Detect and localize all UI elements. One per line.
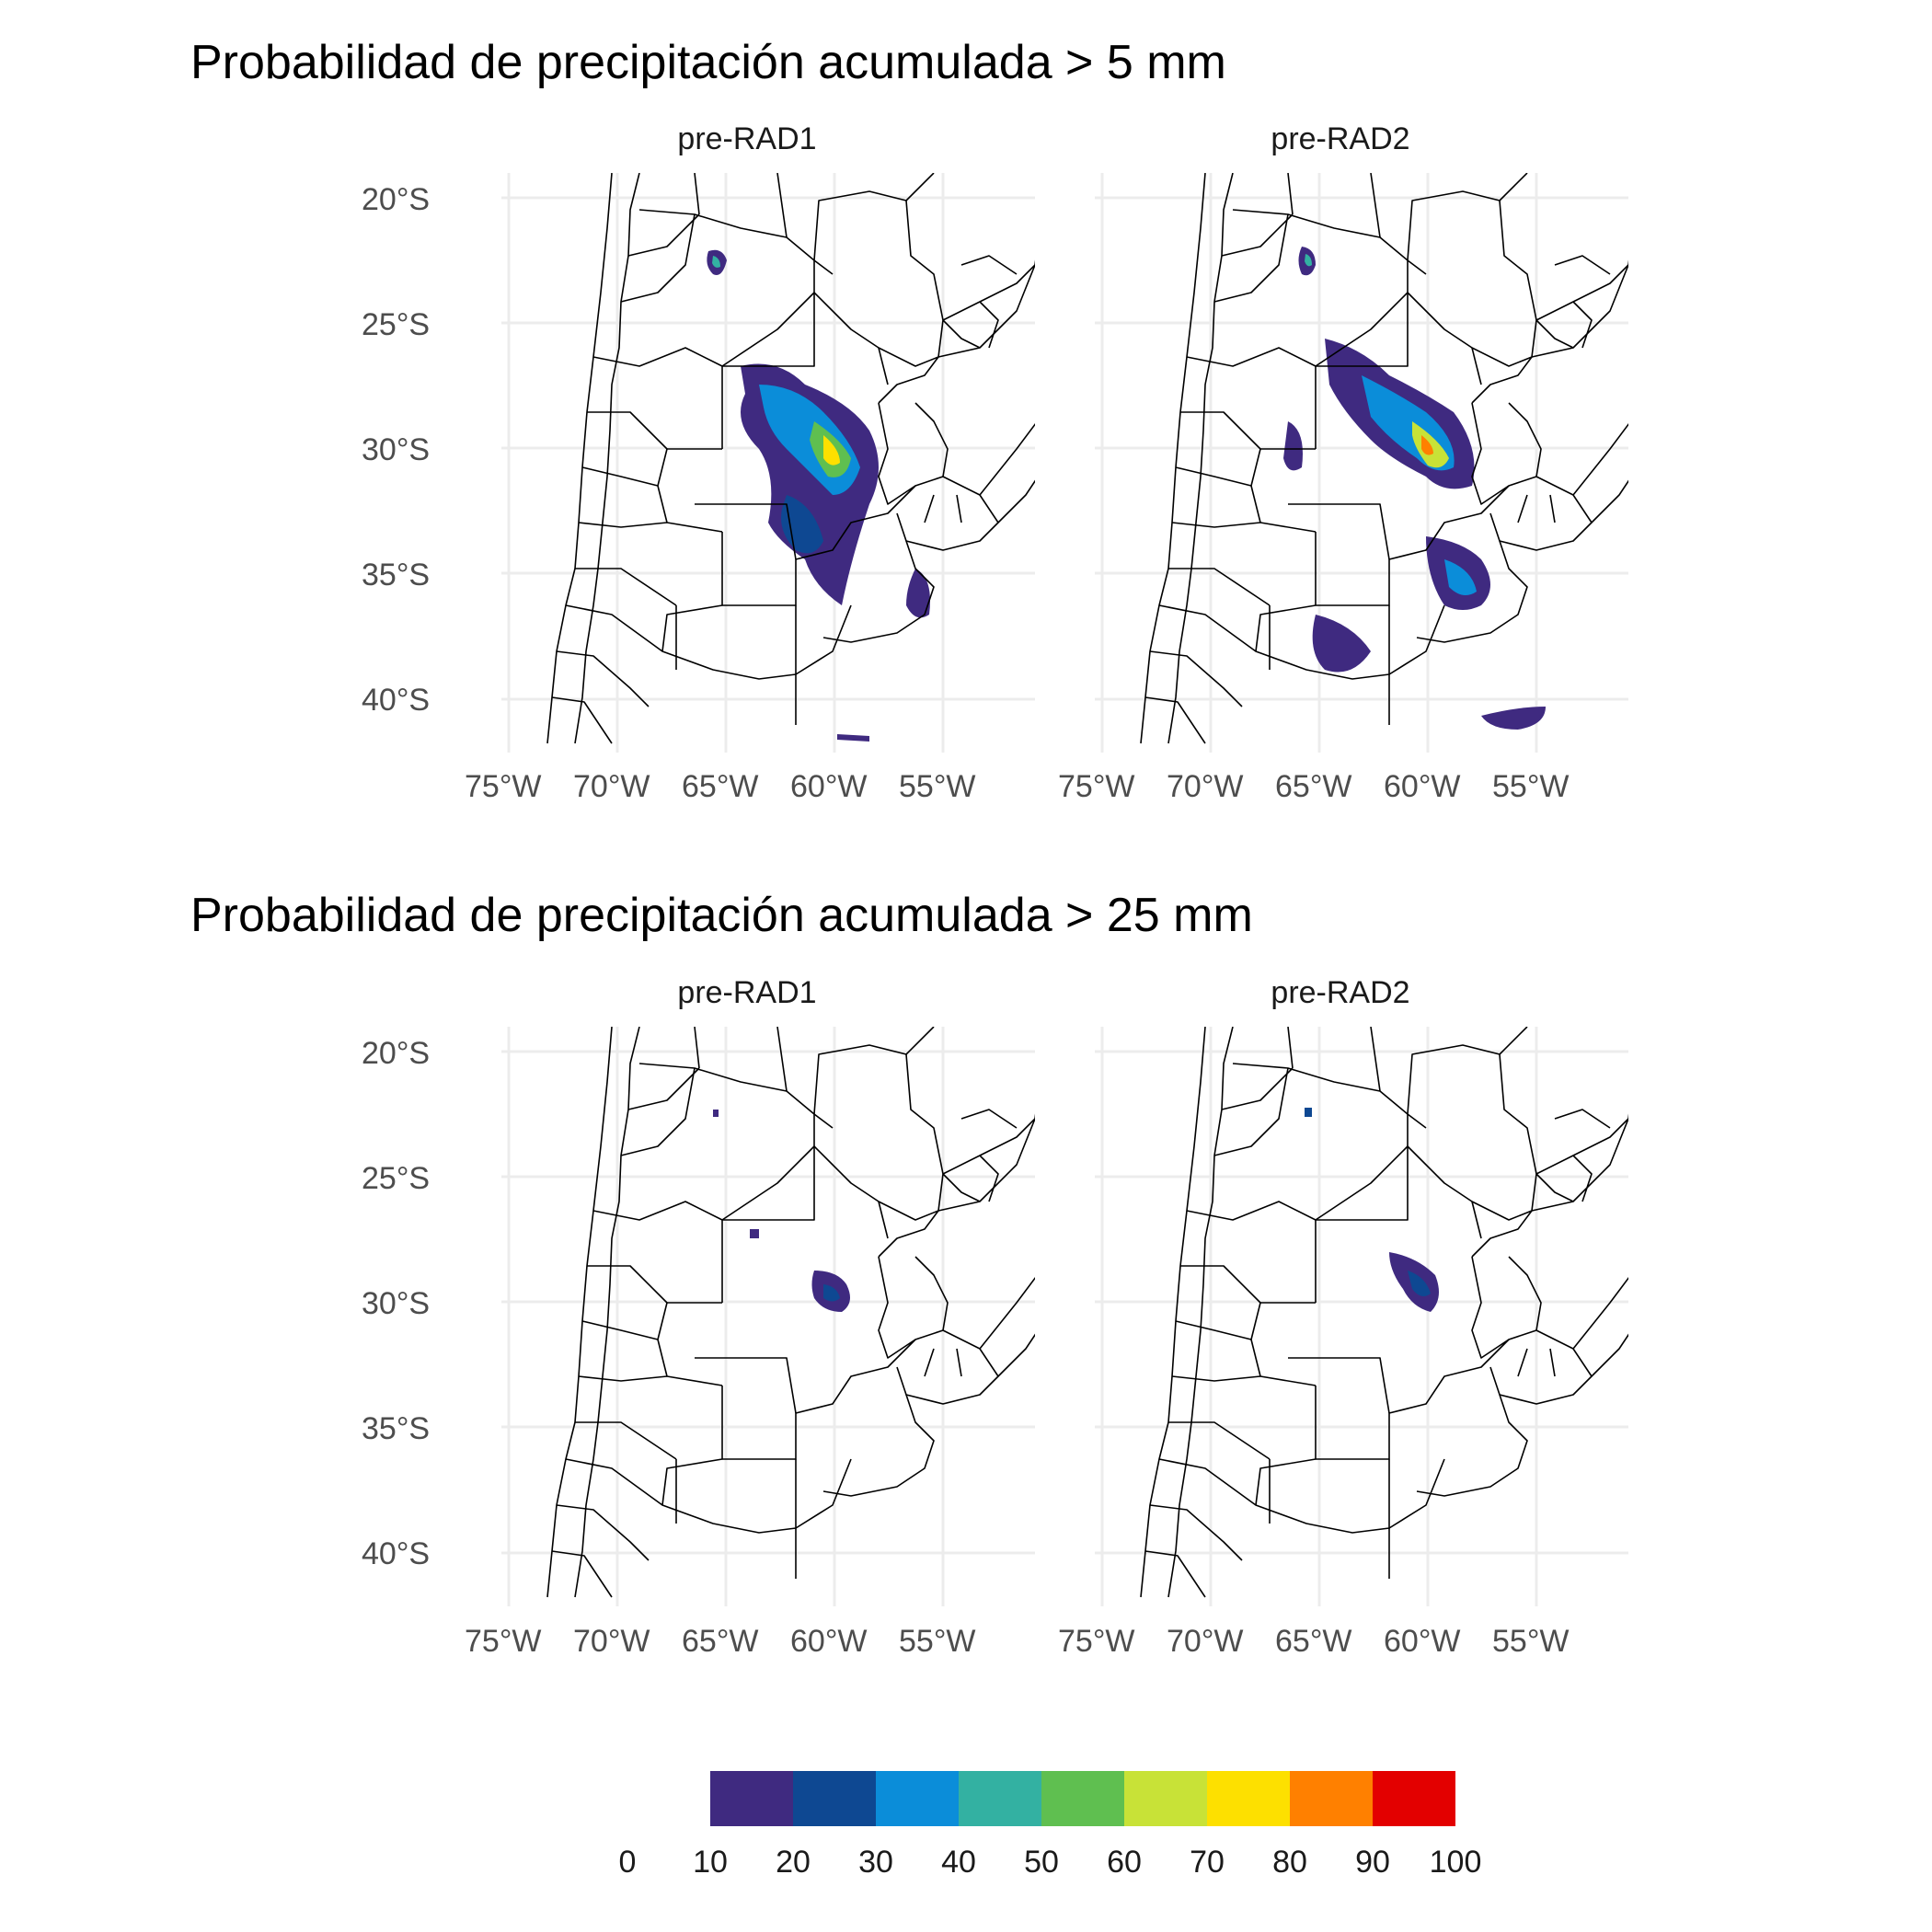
legend-tick-label: 0: [618, 1845, 637, 1880]
y-tick-label: 20°S: [362, 182, 431, 217]
precip-field: [1283, 247, 1546, 730]
y-tick-label: 30°S: [362, 1286, 431, 1321]
legend-tick-label: 10: [693, 1845, 728, 1880]
map-panel-5mm-rad1: [501, 173, 1035, 753]
legend-swatch: [793, 1771, 876, 1826]
title-5mm: Probabilidad de precipitación acumulada …: [190, 36, 1226, 89]
legend-swatch: [959, 1771, 1041, 1826]
x-tick-label: 65°W: [1275, 769, 1352, 804]
x-tick-label: 70°W: [573, 769, 650, 804]
legend-tick-label: 50: [1024, 1845, 1059, 1880]
color-legend: [710, 1771, 1455, 1826]
legend-swatch: [1124, 1771, 1207, 1826]
x-tick-label: 55°W: [899, 1624, 976, 1659]
x-tick-label: 70°W: [573, 1624, 650, 1659]
panel-title-25mm-rad2: pre-RAD2: [1271, 975, 1410, 1010]
legend-tick-label: 80: [1272, 1845, 1307, 1880]
legend-tick-label: 40: [941, 1845, 976, 1880]
y-tick-label: 40°S: [362, 1536, 431, 1571]
x-tick-label: 60°W: [790, 1624, 868, 1659]
x-tick-label: 70°W: [1167, 1624, 1244, 1659]
legend-tick-label: 90: [1355, 1845, 1390, 1880]
legend-swatch: [876, 1771, 959, 1826]
legend-swatch: [1290, 1771, 1373, 1826]
map-panel-25mm-rad2: [1095, 1027, 1628, 1606]
legend-swatch: [1041, 1771, 1124, 1826]
title-25mm: Probabilidad de precipitación acumulada …: [190, 889, 1253, 942]
y-tick-label: 20°S: [362, 1036, 431, 1071]
map-panel-5mm-rad2: [1095, 173, 1628, 753]
y-tick-label: 40°S: [362, 683, 431, 718]
x-tick-label: 75°W: [465, 1624, 542, 1659]
legend-tick-label: 100: [1429, 1845, 1482, 1880]
x-tick-label: 60°W: [1384, 769, 1461, 804]
x-tick-label: 65°W: [682, 1624, 759, 1659]
x-tick-label: 65°W: [1275, 1624, 1352, 1659]
x-tick-label: 70°W: [1167, 769, 1244, 804]
map-panel-25mm-rad1: [501, 1027, 1035, 1606]
panel-title-5mm-rad1: pre-RAD1: [677, 121, 817, 156]
y-tick-label: 30°S: [362, 432, 431, 467]
x-tick-label: 55°W: [1492, 1624, 1570, 1659]
legend-tick-label: 70: [1190, 1845, 1225, 1880]
x-tick-label: 60°W: [1384, 1624, 1461, 1659]
x-tick-label: 55°W: [1492, 769, 1570, 804]
precip-field: [1305, 1108, 1439, 1312]
precip-field: [713, 1110, 850, 1312]
precip-field: [707, 249, 930, 742]
x-tick-label: 55°W: [899, 769, 976, 804]
legend-swatch: [710, 1771, 793, 1826]
y-tick-label: 25°S: [362, 1161, 431, 1196]
y-tick-label: 35°S: [362, 1411, 431, 1446]
x-tick-label: 75°W: [1058, 1624, 1135, 1659]
panel-title-5mm-rad2: pre-RAD2: [1271, 121, 1410, 156]
panel-title-25mm-rad1: pre-RAD1: [677, 975, 817, 1010]
legend-swatch: [1373, 1771, 1455, 1826]
y-tick-label: 25°S: [362, 307, 431, 342]
x-tick-label: 75°W: [465, 769, 542, 804]
legend-tick-label: 60: [1107, 1845, 1142, 1880]
legend-tick-label: 20: [776, 1845, 811, 1880]
legend-swatch: [1207, 1771, 1290, 1826]
x-tick-label: 60°W: [790, 769, 868, 804]
legend-tick-label: 30: [858, 1845, 893, 1880]
x-tick-label: 65°W: [682, 769, 759, 804]
y-tick-label: 35°S: [362, 558, 431, 592]
legend-colorbar: [710, 1771, 1455, 1826]
x-tick-label: 75°W: [1058, 769, 1135, 804]
